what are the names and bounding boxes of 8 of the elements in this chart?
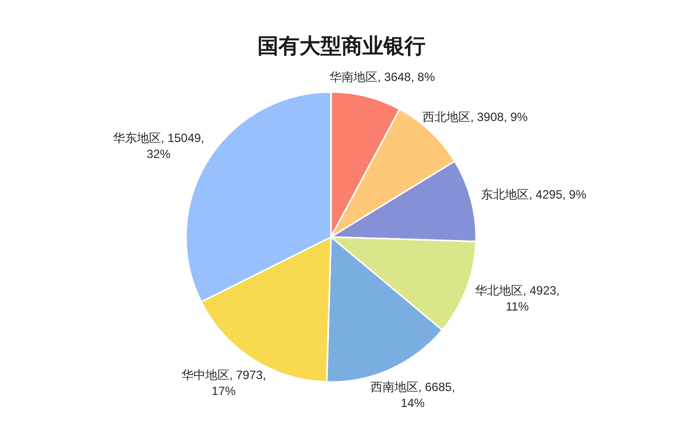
slice-label: 华南地区, 3648, 8%: [329, 70, 436, 84]
slice-label: 华北地区, 4923, 11%: [474, 284, 560, 314]
slice-label: 东北地区, 4295, 9%: [481, 188, 587, 202]
chart-title: 国有大型商业银行: [258, 34, 426, 58]
slice-label: 西北地区, 3908, 9%: [422, 110, 528, 124]
slice-label: 华东地区, 15049, 32%: [112, 131, 204, 162]
slice-label: 西南地区, 6685, 14%: [370, 380, 456, 410]
slice-label: 华中地区, 7973, 17%: [181, 368, 266, 398]
